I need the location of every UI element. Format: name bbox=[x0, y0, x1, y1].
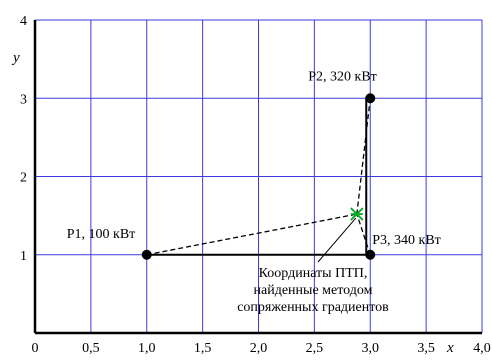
x-tick-label: 2,5 bbox=[306, 341, 324, 356]
point-labels: P1, 100 кВт P2, 320 кВт P3, 340 кВт Координ… bbox=[67, 69, 441, 315]
dashed-line-p3 bbox=[356, 213, 371, 255]
result-marker bbox=[350, 207, 364, 221]
data-point-p2 bbox=[365, 93, 376, 104]
x-axis-label: x bbox=[446, 340, 454, 356]
x-tick-label: 4,0 bbox=[473, 341, 491, 356]
point-label-p1: P1, 100 кВт bbox=[67, 227, 136, 242]
y-tick-label: 4 bbox=[20, 14, 27, 29]
y-tick-label: 3 bbox=[20, 92, 27, 107]
x-tick-label: 0,5 bbox=[82, 341, 100, 356]
y-axis-label: y bbox=[11, 50, 20, 66]
data-point-p3 bbox=[365, 249, 376, 260]
x-tick-label: 1,0 bbox=[138, 341, 156, 356]
data-point-p1 bbox=[141, 249, 152, 260]
x-tick-label: 0 bbox=[32, 341, 39, 356]
annotation-pointer bbox=[317, 217, 357, 263]
data-points bbox=[141, 93, 376, 260]
annotation-line: сопряженных градиентов bbox=[237, 300, 389, 315]
annotation-line: найденные методом bbox=[254, 283, 373, 298]
x-tick-label: 3,5 bbox=[417, 341, 435, 356]
tick-labels: 0 0,5 1,0 1,5 2,0 2,5 3,0 3,5 4,0 1 2 3 4 bbox=[20, 14, 491, 356]
dashed-line-p1 bbox=[146, 213, 357, 256]
x-tick-label: 1,5 bbox=[194, 341, 212, 356]
x-tick-label: 2,0 bbox=[250, 341, 268, 356]
axes bbox=[33, 20, 482, 335]
y-tick-label: 1 bbox=[20, 249, 27, 264]
point-label-p3: P3, 340 кВт bbox=[372, 233, 441, 248]
dashed-line-p2 bbox=[356, 98, 371, 215]
y-tick-label: 2 bbox=[20, 171, 27, 186]
annotation-line: Координаты ПТП, bbox=[259, 266, 368, 281]
connection-lines bbox=[146, 98, 371, 256]
point-label-p2: P2, 320 кВт bbox=[308, 69, 377, 84]
x-tick-label: 3,0 bbox=[362, 341, 380, 356]
